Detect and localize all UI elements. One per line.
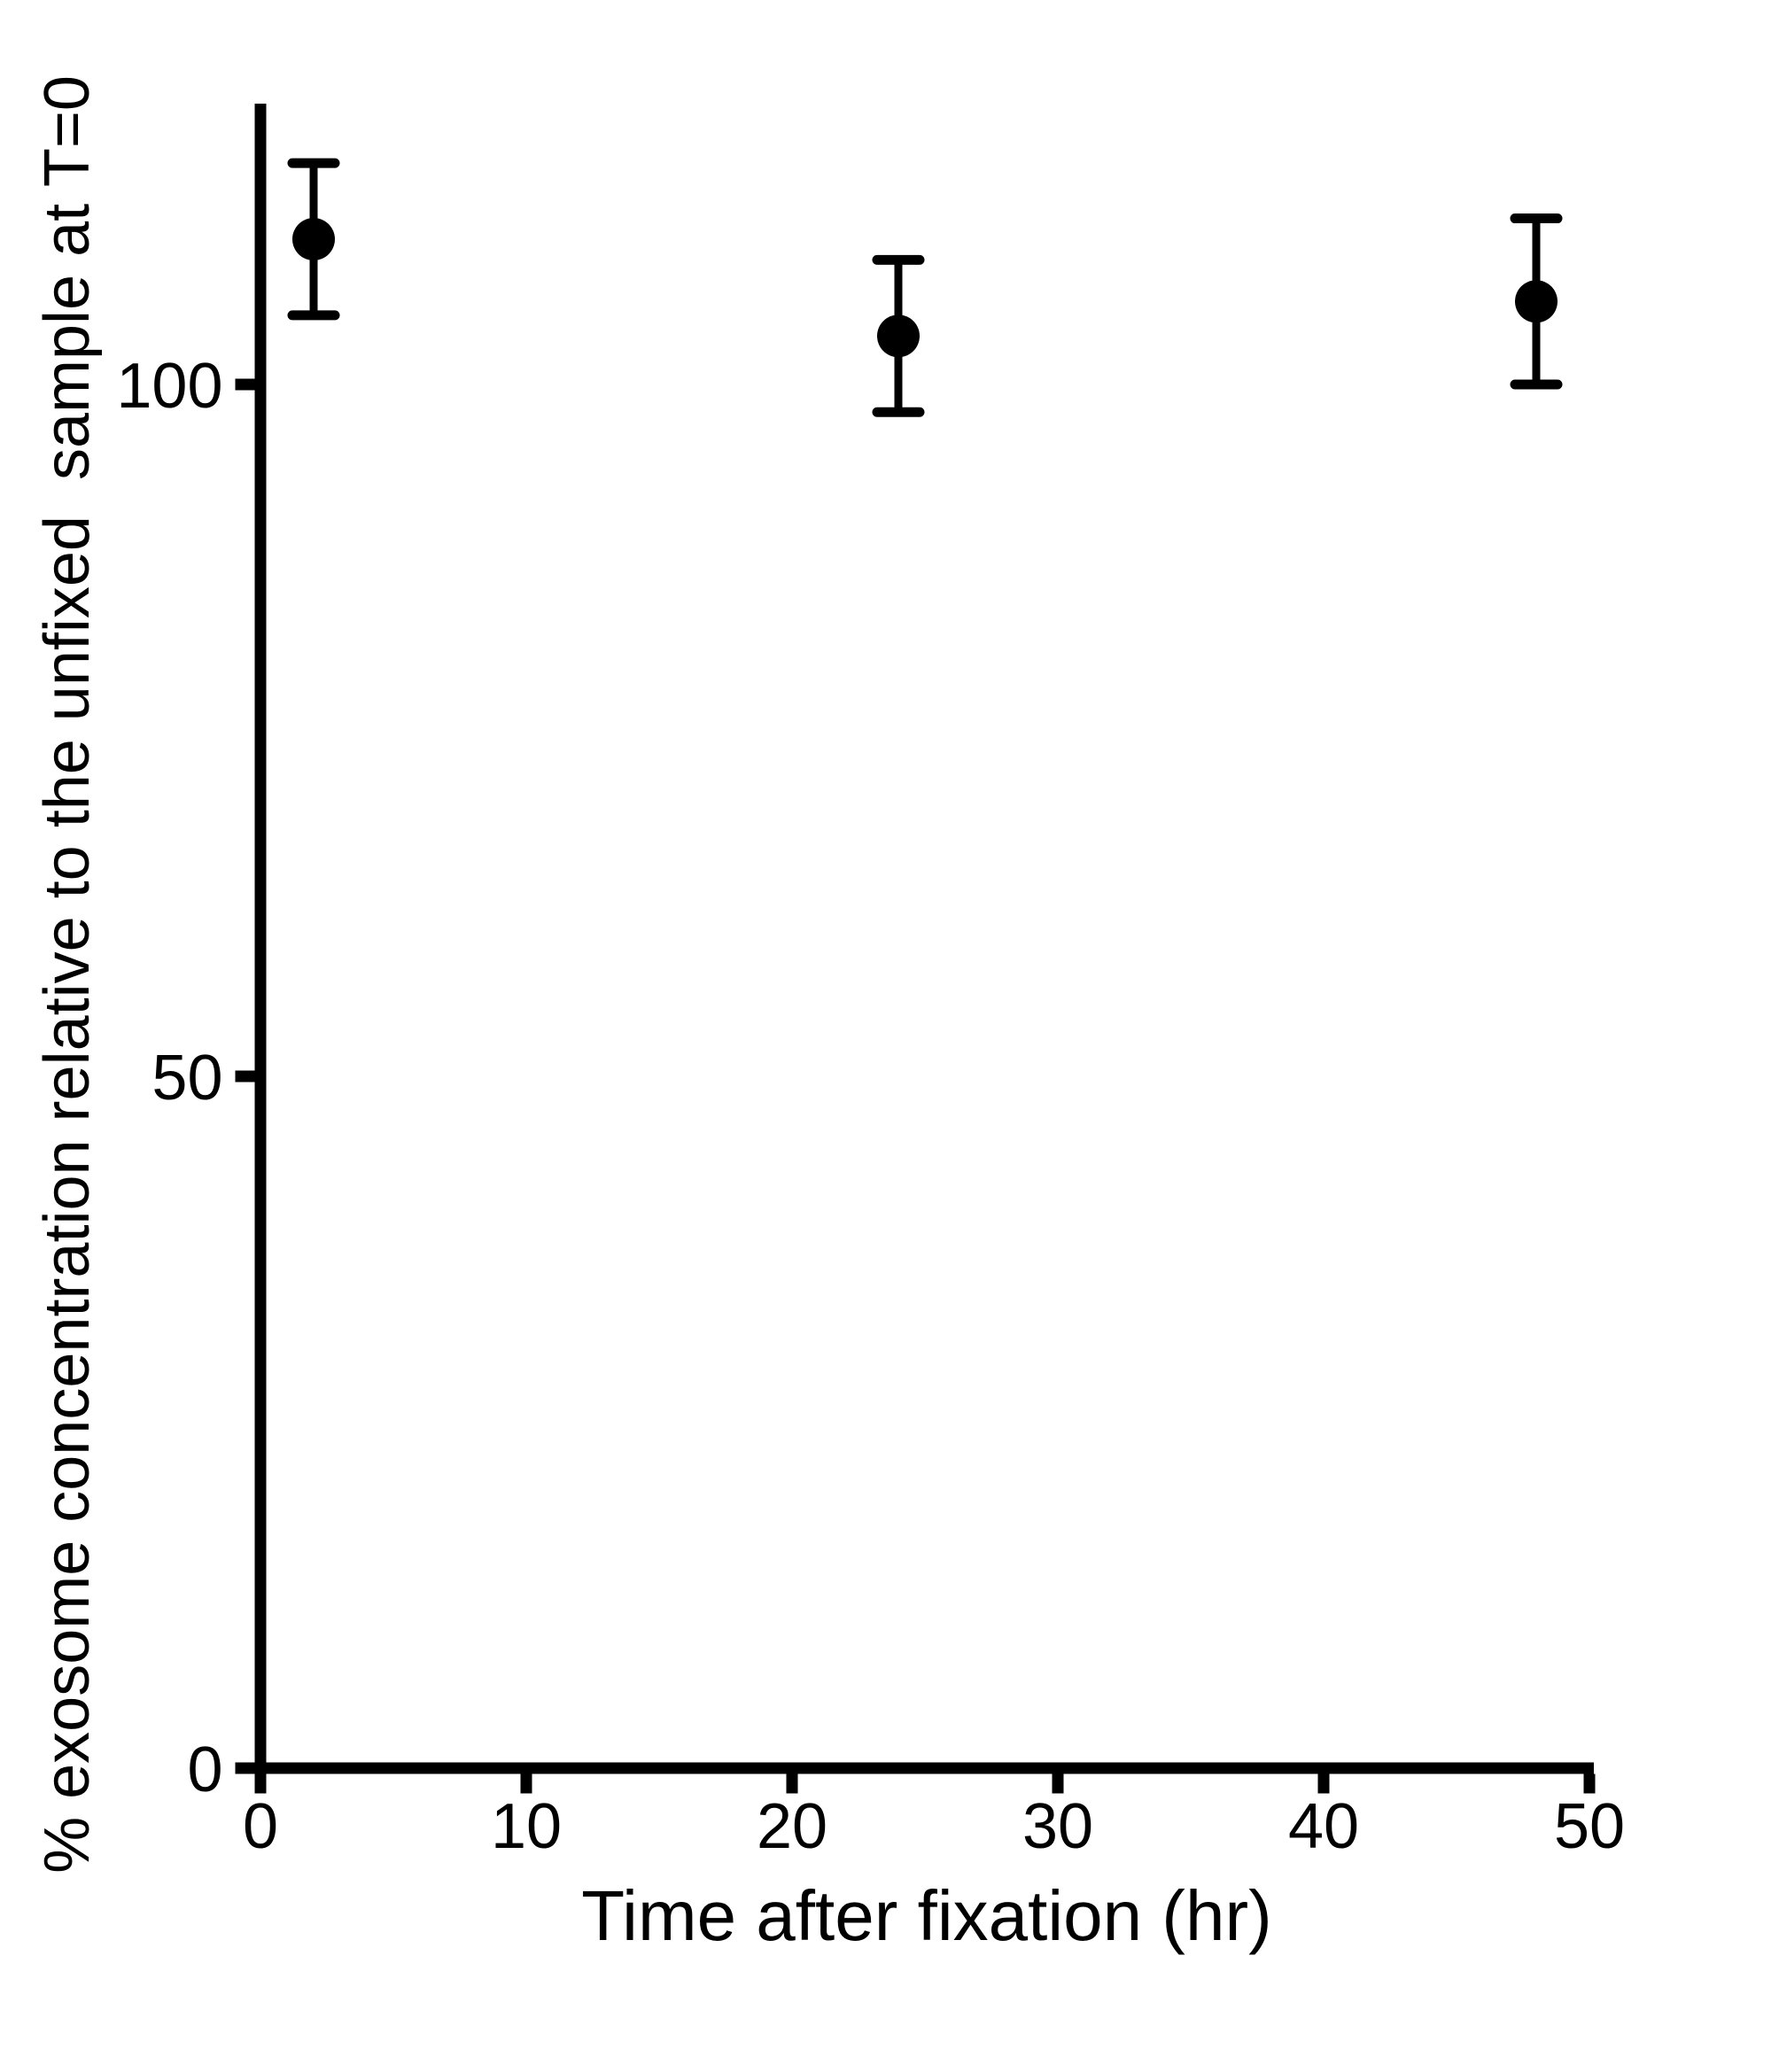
x-tick-label: 10 bbox=[491, 1791, 562, 1862]
x-tick-label: 30 bbox=[1022, 1791, 1093, 1862]
y-tick-label: 0 bbox=[187, 1734, 222, 1805]
data-point bbox=[877, 314, 920, 358]
tick-marks bbox=[235, 378, 1596, 1794]
x-tick-label: 40 bbox=[1288, 1791, 1359, 1862]
x-tick-label: 50 bbox=[1554, 1791, 1625, 1862]
data-point-group bbox=[1510, 213, 1563, 390]
x-tick-label: 0 bbox=[243, 1791, 278, 1862]
data-point bbox=[1515, 280, 1558, 323]
axes bbox=[254, 104, 1594, 1774]
y-axis-title: % exosome concentration relative to the … bbox=[32, 75, 103, 1874]
x-tick-label: 20 bbox=[757, 1791, 827, 1862]
data-series bbox=[287, 158, 1563, 417]
x-axis-title: Time after fixation (hr) bbox=[581, 1876, 1271, 1955]
y-tick-label: 100 bbox=[116, 351, 222, 422]
data-point bbox=[292, 217, 335, 260]
y-tick-label: 50 bbox=[151, 1043, 222, 1114]
data-point-group bbox=[872, 254, 925, 417]
data-point-group bbox=[287, 158, 340, 321]
tick-labels: 0 50 100 0 10 20 30 40 50 bbox=[116, 351, 1625, 1862]
